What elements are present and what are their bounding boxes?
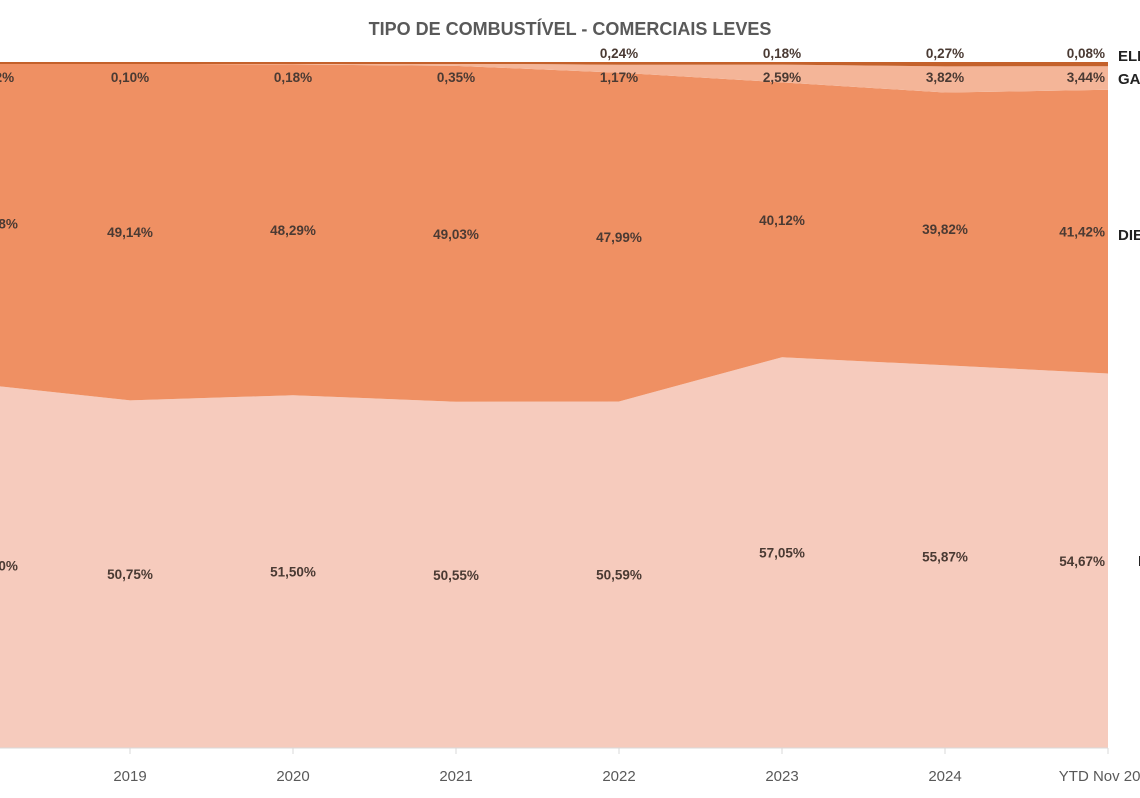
x-tick-label: 2021 (439, 768, 472, 785)
chart-title: TIPO DE COMBUSTÍVEL - COMERCIAIS LEVES (369, 18, 772, 39)
data-label-flex: 51,50% (270, 565, 316, 580)
x-tick-label: 2023 (765, 768, 798, 785)
data-label-diesel: 49,03% (433, 227, 479, 242)
data-label-gasolina: 2,59% (763, 70, 801, 85)
data-label-elétrico: 0,27% (926, 46, 964, 61)
series-name-flex: FLEX (1138, 553, 1140, 570)
x-tick-label: YTD Nov 2025 (1059, 768, 1140, 785)
data-label-gasolina: 1,17% (600, 70, 638, 85)
x-tick-label: 2020 (276, 768, 309, 785)
data-label-diesel: 39,82% (922, 222, 968, 237)
data-label-elétrico: 0,24% (600, 46, 638, 61)
data-label-diesel: 40,12% (759, 213, 805, 228)
x-tick-label: 2024 (928, 768, 961, 785)
series-names: FLEX DIESEL GASOLINA ELÉTRICO (1118, 48, 1140, 570)
areas-layer (0, 62, 1108, 748)
data-label-flex: 50,55% (433, 568, 479, 583)
data-label-diesel: 48,29% (270, 223, 316, 238)
data-label-gasolina: 0,12% (0, 70, 14, 85)
data-label-flex: 53,30% (0, 558, 18, 573)
data-label-elétrico: 0,18% (763, 46, 801, 61)
data-label-flex: 54,67% (1059, 554, 1105, 569)
data-label-elétrico: 0,08% (1067, 46, 1105, 61)
data-label-diesel: 46,58% (0, 216, 18, 231)
data-label-diesel: 49,14% (107, 225, 153, 240)
data-label-flex: 55,87% (922, 550, 968, 565)
data-labels: 53,30% 50,75% 51,50% 50,55% 50,59% 57,05% 55,8… (0, 46, 1105, 583)
data-label-gasolina: 0,10% (111, 70, 149, 85)
data-label-diesel: 41,42% (1059, 225, 1105, 240)
data-label-gasolina: 0,18% (274, 70, 312, 85)
series-name-gasolina: GASOLINA (1118, 71, 1140, 88)
x-axis: 2018201920202021202220232024YTD Nov 2025 (0, 747, 1140, 785)
data-label-flex: 57,05% (759, 546, 805, 561)
series-name-elétrico: ELÉTRICO (1118, 48, 1140, 65)
data-label-flex: 50,59% (596, 568, 642, 583)
data-label-gasolina: 3,44% (1067, 70, 1105, 85)
x-tick-label: 2022 (602, 768, 635, 785)
x-tick-label: 2019 (113, 768, 146, 785)
data-label-diesel: 47,99% (596, 230, 642, 245)
area-gasolina (0, 63, 1108, 93)
data-label-flex: 50,75% (107, 567, 153, 582)
data-label-gasolina: 3,82% (926, 70, 964, 85)
series-name-diesel: DIESEL (1118, 227, 1140, 244)
area-diesel (0, 63, 1108, 402)
area-flex (0, 357, 1108, 748)
data-label-gasolina: 0,35% (437, 70, 475, 85)
